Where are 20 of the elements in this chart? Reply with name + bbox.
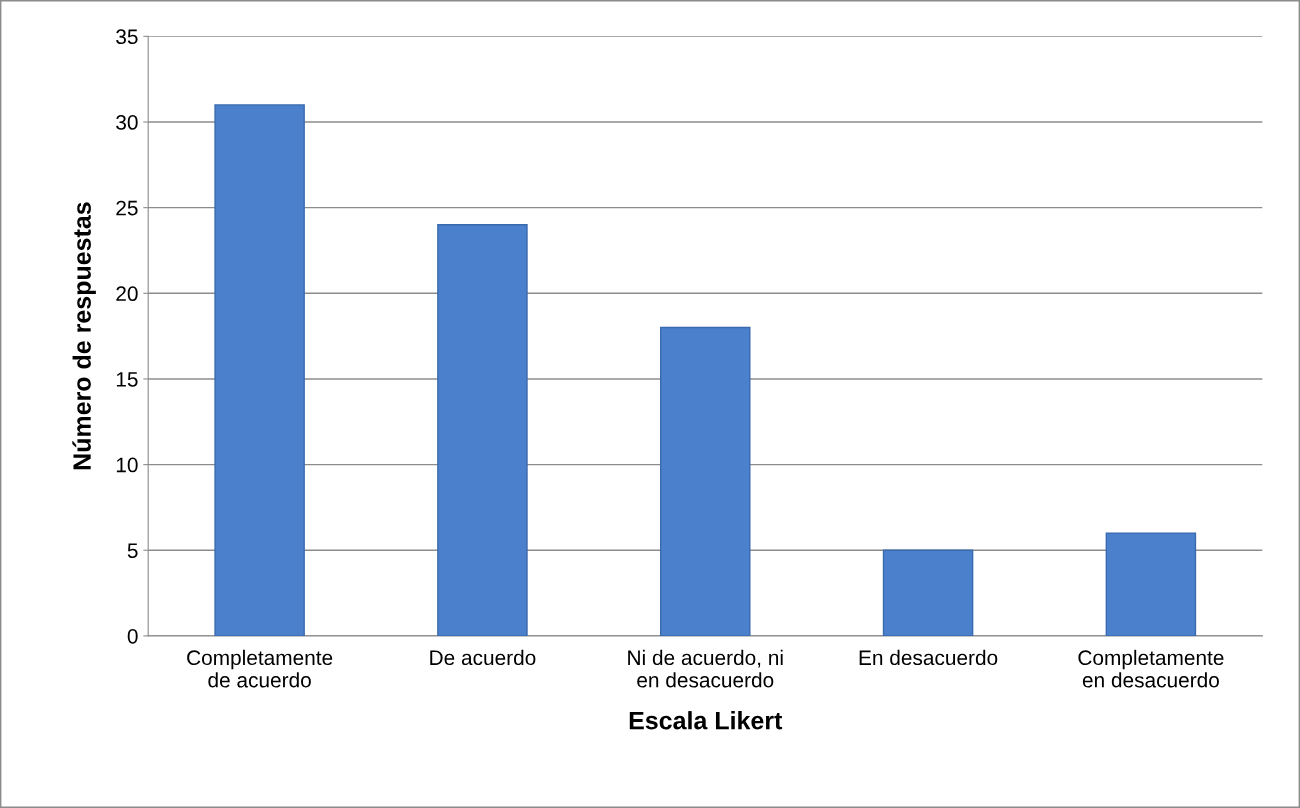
y-tick-label: 15 <box>116 372 138 387</box>
x-tick-label: Ni de acuerdo, ni en desacuerdo <box>628 649 783 688</box>
bar <box>1105 532 1197 636</box>
bar <box>882 549 974 636</box>
y-tick-label: 0 <box>127 628 138 644</box>
y-tick-label: 30 <box>116 115 138 130</box>
y-tick-label: 10 <box>116 457 138 473</box>
x-tick-label: De acuerdo <box>430 649 536 666</box>
y-tick-label: 35 <box>116 29 138 45</box>
y-axis-title: Número de respuestas <box>72 202 96 470</box>
bar <box>659 326 751 636</box>
x-tick-label: Completamente en desacuerdo <box>1078 649 1224 688</box>
x-tick-label: En desacuerdo <box>859 649 998 666</box>
y-tick-label: 20 <box>116 286 138 302</box>
x-tick-label: Completamente de acuerdo <box>187 649 333 688</box>
bar <box>437 224 528 636</box>
bar <box>214 104 305 636</box>
y-tick-label: 5 <box>127 543 138 558</box>
x-axis-title: Escala Likert <box>629 711 783 730</box>
y-tick-label: 25 <box>116 200 138 216</box>
